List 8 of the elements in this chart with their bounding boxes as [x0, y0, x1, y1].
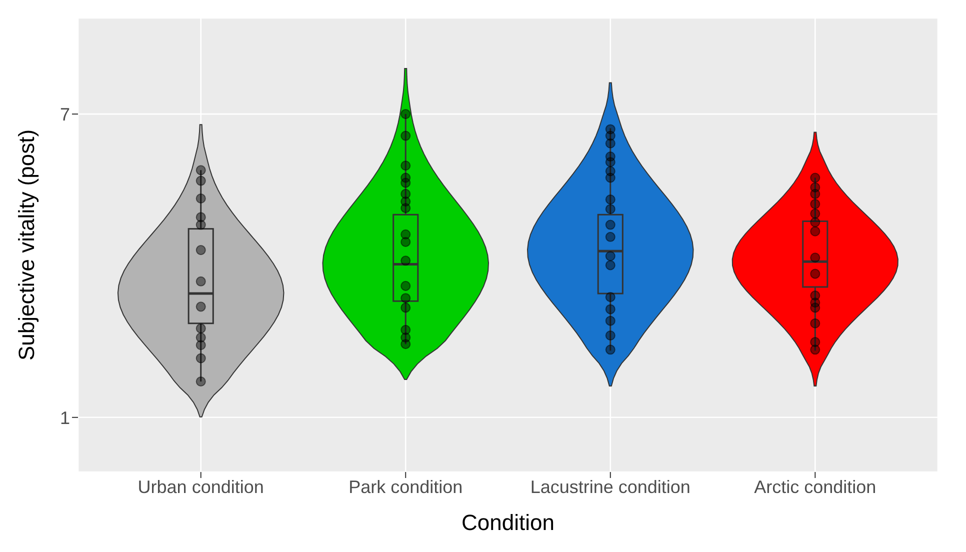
x-tick-label: Park condition: [348, 476, 463, 497]
x-tick-label: Arctic condition: [754, 476, 876, 497]
x-tick-label: Urban condition: [138, 476, 264, 497]
x-tick-label: Lacustrine condition: [530, 476, 690, 497]
x-axis-title: Condition: [462, 510, 554, 535]
y-tick-label: 7: [60, 104, 70, 124]
y-tick-label: 1: [60, 408, 70, 428]
y-axis-title: Subjective vitality (post): [14, 129, 39, 361]
